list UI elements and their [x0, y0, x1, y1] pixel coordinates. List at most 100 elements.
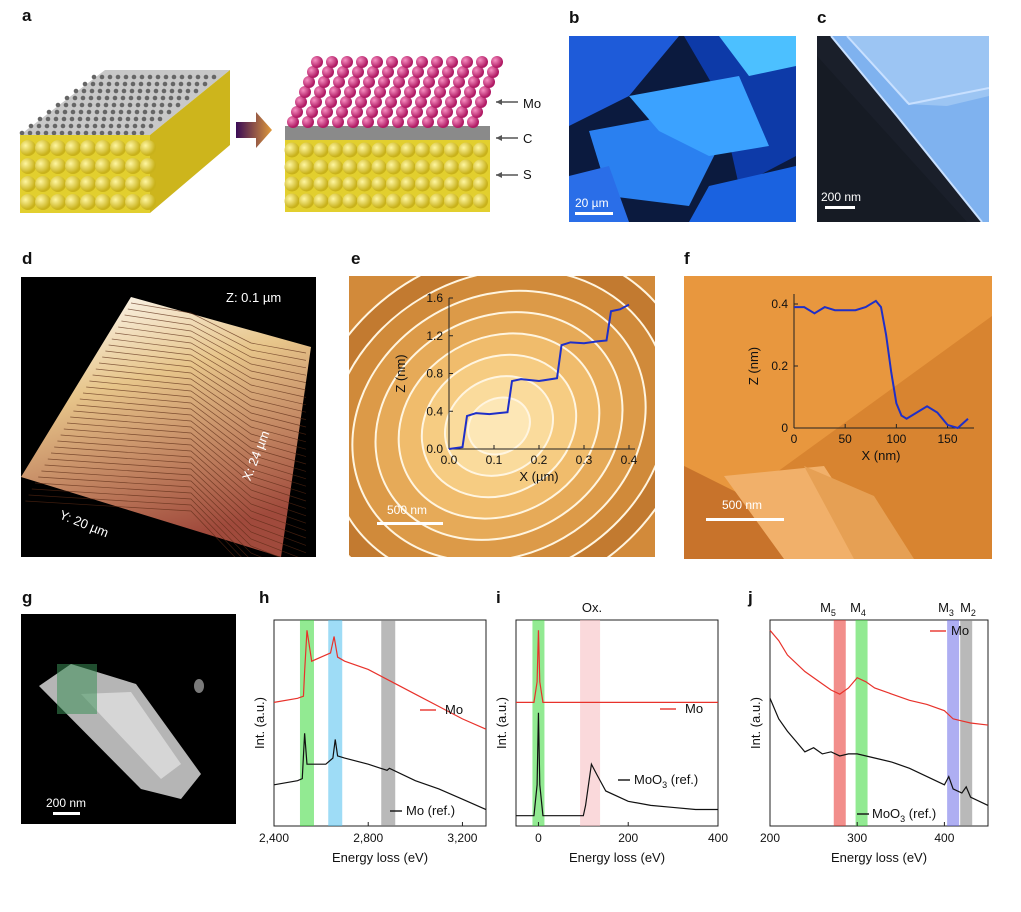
panel-letter-f: f	[684, 249, 690, 268]
x-tick-i-0: 0	[535, 831, 542, 845]
transform-arrow	[236, 112, 272, 148]
panel-a-crystal-schematic	[19, 56, 518, 213]
x-tick-j-1: 300	[847, 831, 867, 845]
annotation-i: Ox.	[582, 600, 602, 615]
x-label-e: X (µm)	[519, 469, 558, 484]
panel-letter-c: c	[817, 8, 827, 27]
scale-label-c: 200 nm	[821, 190, 862, 204]
series-line-i-1	[516, 712, 718, 817]
band-label-j-1: M4	[850, 600, 866, 618]
label-mo: Mo	[523, 96, 542, 111]
series-line-j-1	[769, 698, 989, 806]
panel-d-3d-topography: Z: 0.1 µm X: 24 µm Y: 20 µm	[21, 277, 316, 557]
right-slab	[284, 56, 503, 212]
y-tick-e-2: 0.8	[426, 367, 443, 381]
panel-b-optical-image: 20 µm	[569, 36, 796, 222]
y-label-f: Z (nm)	[746, 347, 761, 385]
x-tick-h-2: 3,200	[447, 831, 477, 845]
scale-label-g: 200 nm	[46, 796, 87, 810]
scale-bar-f	[706, 518, 784, 521]
x-tick-f-0: 0	[791, 432, 798, 446]
scale-bar-e	[377, 522, 443, 525]
panel-letter-g: g	[22, 588, 33, 607]
band-h-2	[381, 620, 396, 826]
legend-h-0: Mo	[445, 702, 463, 717]
x-tick-j-0: 200	[760, 831, 780, 845]
x-tick-h-1: 2,800	[353, 831, 383, 845]
plot-frame-h	[273, 619, 487, 827]
band-j-3	[960, 620, 973, 826]
chart-e: 0.0 0.1 0.2 0.3 0.4 0.0 0.4 0.8 1.2 1.6 X (µm) Z (n…	[393, 291, 638, 484]
x-tick-h-0: 2,400	[259, 831, 289, 845]
panel-letter-b: b	[569, 8, 580, 27]
series-line-e-0	[448, 303, 630, 450]
y-tick-e-3: 1.2	[426, 329, 443, 343]
x-tick-e-1: 0.1	[486, 453, 503, 467]
chart-j: 200 300 400 Energy loss (eV) Int. (a.u.) M5 M4…	[748, 600, 989, 865]
x-label-f: X (nm)	[862, 448, 901, 463]
z-axis-label: Z: 0.1 µm	[226, 290, 282, 305]
y-tick-f-2: 0.4	[771, 297, 788, 311]
x-label-i: Energy loss (eV)	[569, 850, 665, 865]
panel-letter-a: a	[22, 6, 32, 25]
band-label-j-2: M3	[938, 600, 954, 618]
band-label-j-3: M2	[960, 600, 976, 618]
legend-j-0: Mo	[951, 623, 969, 638]
series-line-i-0	[516, 630, 718, 704]
legend-h-1: Mo (ref.)	[406, 803, 455, 818]
scale-bar-c	[825, 206, 855, 209]
panel-letter-i: i	[496, 588, 501, 607]
band-i-1	[580, 620, 601, 826]
band-j-1	[855, 620, 868, 826]
y-label-h: Int. (a.u.)	[252, 697, 267, 749]
band-h-1	[328, 620, 343, 826]
legend-j-1: MoO3 (ref.)	[872, 806, 936, 824]
series-line-h-1	[273, 733, 487, 811]
x-tick-e-4: 0.4	[621, 453, 638, 467]
y-tick-e-1: 0.4	[426, 404, 443, 418]
legend-i-0: Mo	[685, 701, 703, 716]
legend-i-1: MoO3 (ref.)	[634, 772, 698, 790]
x-tick-f-1: 50	[838, 432, 852, 446]
y-tick-f-1: 0.2	[771, 359, 788, 373]
panel-c-sem-image: 200 nm	[817, 36, 989, 222]
scale-bar-b	[575, 212, 613, 215]
x-tick-j-2: 400	[934, 831, 954, 845]
y-label-e: Z (nm)	[393, 354, 408, 392]
y-tick-e-0: 0.0	[426, 442, 443, 456]
x-tick-e-0: 0.0	[441, 453, 458, 467]
scale-label-e: 500 nm	[387, 503, 428, 517]
x-label-j: Energy loss (eV)	[831, 850, 927, 865]
x-label-h: Energy loss (eV)	[332, 850, 428, 865]
series-line-f-0	[794, 299, 969, 430]
plot-frame-i	[515, 619, 719, 827]
panel-letter-j: j	[748, 588, 753, 607]
chart-i: 0 200 400 Energy loss (eV) Int. (a.u.) Ox. Mo M…	[494, 600, 728, 865]
band-label-j-0: M5	[820, 600, 836, 618]
x-tick-i-1: 200	[618, 831, 638, 845]
panel-letter-h: h	[259, 588, 270, 607]
label-c: C	[523, 131, 533, 146]
panel-letter-e: e	[351, 249, 361, 268]
y-tick-f-0: 0	[781, 421, 788, 435]
y-label-i: Int. (a.u.)	[494, 697, 509, 749]
x-tick-f-2: 100	[886, 432, 906, 446]
panel-letter-d: d	[22, 249, 33, 268]
x-tick-i-2: 400	[708, 831, 728, 845]
x-tick-e-2: 0.2	[531, 453, 548, 467]
y-label-j: Int. (a.u.)	[748, 697, 763, 749]
panel-g-stem-image: 200 nm	[21, 614, 236, 824]
band-h-0	[299, 620, 314, 826]
scale-bar-g	[53, 812, 80, 815]
label-s: S	[523, 167, 532, 182]
scale-label-f: 500 nm	[722, 498, 763, 512]
x-tick-f-3: 150	[938, 432, 958, 446]
left-slab	[19, 70, 230, 213]
x-tick-e-3: 0.3	[576, 453, 593, 467]
chart-h: 2,400 2,800 3,200 Energy loss (eV) Int. (a.u…	[252, 619, 487, 865]
y-tick-e-4: 1.6	[426, 291, 443, 305]
band-j-0	[833, 620, 846, 826]
chart-f: 0 50 100 150 0 0.2 0.4 X (nm) Z (nm)	[746, 294, 974, 463]
band-j-2	[947, 620, 960, 826]
scale-label-b: 20 µm	[575, 196, 609, 210]
